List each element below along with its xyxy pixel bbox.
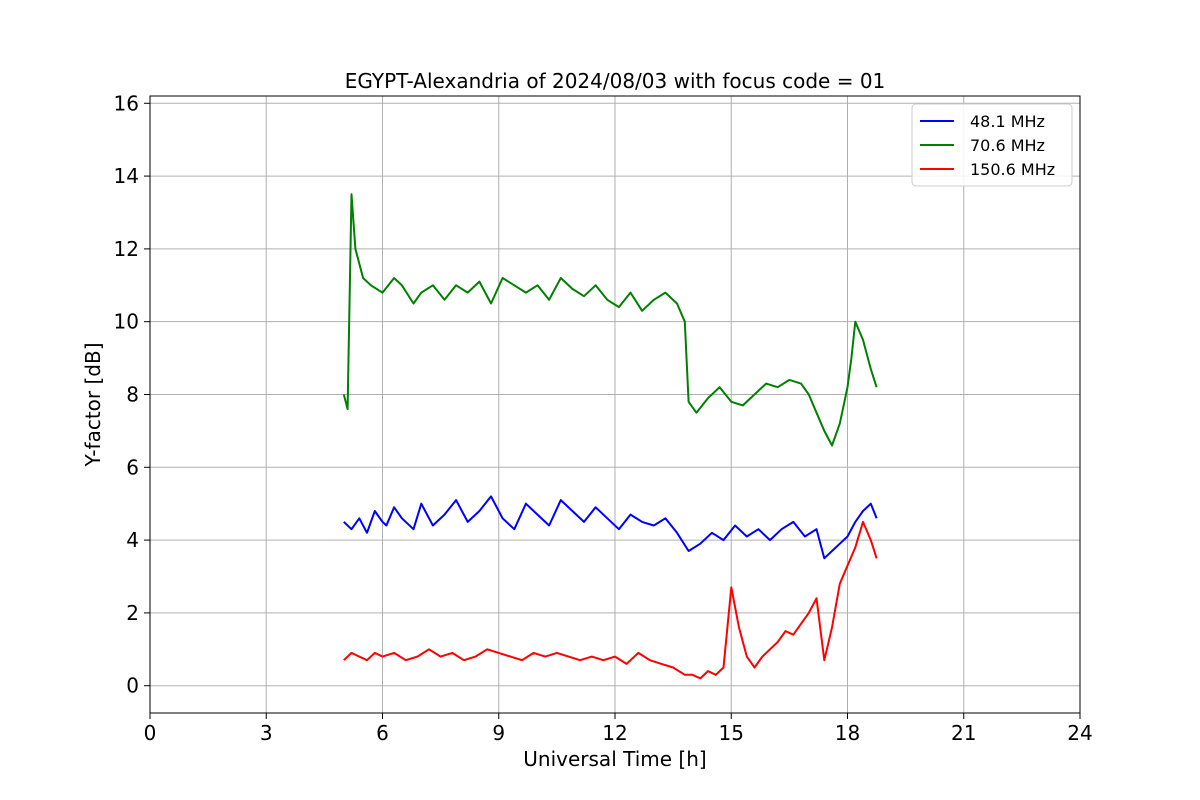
y-tick-label: 0 bbox=[126, 674, 139, 698]
x-tick-label: 9 bbox=[492, 721, 505, 745]
y-tick-label: 4 bbox=[126, 528, 139, 552]
y-tick-label: 8 bbox=[126, 382, 139, 406]
chart-title: EGYPT-Alexandria of 2024/08/03 with focu… bbox=[345, 69, 886, 93]
x-tick-label: 21 bbox=[951, 721, 976, 745]
y-axis-label: Y-factor [dB] bbox=[81, 342, 105, 467]
legend-label: 48.1 MHz bbox=[970, 112, 1045, 131]
x-axis-label: Universal Time [h] bbox=[523, 747, 706, 771]
y-tick-label: 12 bbox=[114, 237, 139, 261]
series-line-150-6-mhz bbox=[343, 520, 878, 680]
legend-box bbox=[911, 103, 1073, 187]
y-tick-label: 14 bbox=[114, 164, 139, 188]
y-tick-label: 16 bbox=[114, 91, 139, 115]
legend-label: 70.6 MHz bbox=[970, 136, 1045, 155]
y-tick-label: 6 bbox=[126, 455, 139, 479]
series-line-70-6-mhz bbox=[342, 193, 878, 447]
y-tick-label: 10 bbox=[114, 310, 139, 334]
x-tick-label: 6 bbox=[376, 721, 389, 745]
legend: 48.1 MHz 70.6 MHz 150.6 MHz bbox=[911, 103, 1073, 187]
x-tick-label: 15 bbox=[719, 721, 744, 745]
x-tick-label: 24 bbox=[1067, 721, 1092, 745]
x-tick-label: 0 bbox=[144, 721, 157, 745]
series-lines bbox=[342, 193, 878, 680]
x-tick-label: 12 bbox=[602, 721, 627, 745]
x-tick-label: 3 bbox=[260, 721, 273, 745]
legend-label: 150.6 MHz bbox=[970, 160, 1055, 179]
y-tick-label: 2 bbox=[126, 601, 139, 625]
x-tick-label: 18 bbox=[835, 721, 860, 745]
series-line-48-1-mhz bbox=[343, 495, 878, 560]
